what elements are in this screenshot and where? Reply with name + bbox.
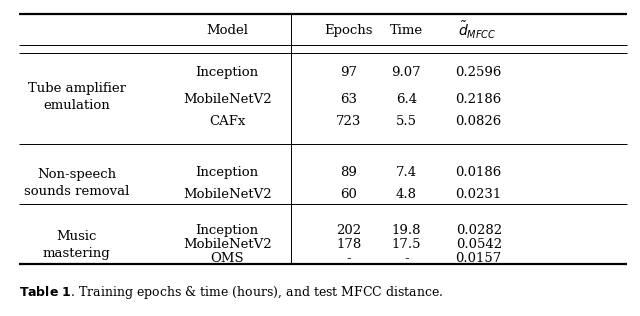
Text: 0.0826: 0.0826 <box>456 115 502 128</box>
Text: 0.2186: 0.2186 <box>456 93 502 106</box>
Text: 0.0186: 0.0186 <box>456 166 502 179</box>
Text: 17.5: 17.5 <box>392 238 421 252</box>
Text: Inception: Inception <box>196 224 259 237</box>
Text: Time: Time <box>390 23 423 37</box>
Text: -: - <box>346 252 351 265</box>
Text: 97: 97 <box>340 66 357 79</box>
Text: Epochs: Epochs <box>324 23 373 37</box>
Text: Inception: Inception <box>196 166 259 179</box>
Text: 0.0231: 0.0231 <box>456 188 502 201</box>
Text: 723: 723 <box>336 115 362 128</box>
Text: Non-speech
sounds removal: Non-speech sounds removal <box>24 168 129 198</box>
Text: 178: 178 <box>336 238 362 252</box>
Text: 7.4: 7.4 <box>396 166 417 179</box>
Text: 60: 60 <box>340 188 357 201</box>
Text: $\bf{Table\ 1}$. Training epochs & time (hours), and test MFCC distance.: $\bf{Table\ 1}$. Training epochs & time … <box>19 284 444 301</box>
Text: 5.5: 5.5 <box>396 115 417 128</box>
Text: 89: 89 <box>340 166 357 179</box>
Text: Inception: Inception <box>196 66 259 79</box>
Text: 202: 202 <box>336 224 362 237</box>
Text: 6.4: 6.4 <box>396 93 417 106</box>
Text: 0.2596: 0.2596 <box>456 66 502 79</box>
Text: CAFx: CAFx <box>209 115 245 128</box>
Text: 4.8: 4.8 <box>396 188 417 201</box>
Text: -: - <box>404 252 409 265</box>
Text: OMS: OMS <box>211 252 244 265</box>
Text: MobileNetV2: MobileNetV2 <box>183 93 271 106</box>
Text: 0.0282: 0.0282 <box>456 224 502 237</box>
Text: Music
mastering: Music mastering <box>43 230 111 259</box>
Text: $\tilde{d}_{MFCC}$: $\tilde{d}_{MFCC}$ <box>458 20 496 40</box>
Text: 19.8: 19.8 <box>392 224 421 237</box>
Text: MobileNetV2: MobileNetV2 <box>183 238 271 252</box>
Text: 0.0542: 0.0542 <box>456 238 502 252</box>
Text: 9.07: 9.07 <box>392 66 421 79</box>
Text: 63: 63 <box>340 93 357 106</box>
Text: 0.0157: 0.0157 <box>456 252 502 265</box>
Text: MobileNetV2: MobileNetV2 <box>183 188 271 201</box>
Text: Model: Model <box>206 23 248 37</box>
Text: Tube amplifier
emulation: Tube amplifier emulation <box>28 82 126 112</box>
